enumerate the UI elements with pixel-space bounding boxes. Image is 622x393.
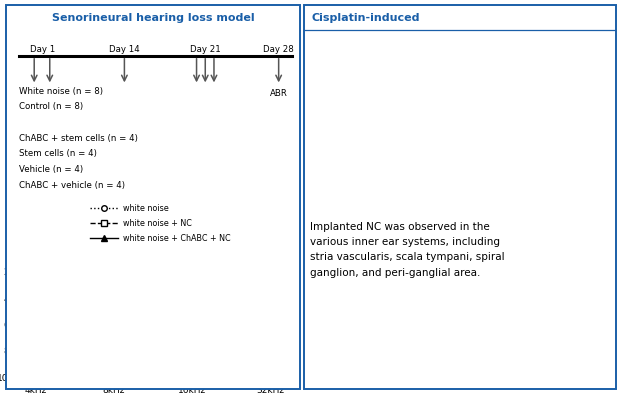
Text: Day 1: Day 1 bbox=[30, 45, 55, 54]
Text: White noise (n = 8): White noise (n = 8) bbox=[19, 87, 103, 96]
Polygon shape bbox=[414, 136, 470, 173]
Bar bbox=[6, 5, 300, 389]
Polygon shape bbox=[415, 47, 499, 110]
Polygon shape bbox=[445, 157, 506, 197]
Polygon shape bbox=[553, 69, 578, 85]
Text: Control (n = 8): Control (n = 8) bbox=[19, 102, 83, 111]
Polygon shape bbox=[347, 66, 375, 83]
Text: 300 μm: 300 μm bbox=[314, 195, 330, 198]
Text: white noise: white noise bbox=[123, 204, 169, 213]
Polygon shape bbox=[445, 44, 481, 67]
Polygon shape bbox=[557, 149, 568, 156]
Polygon shape bbox=[347, 155, 375, 171]
Text: ABR: ABR bbox=[270, 89, 287, 98]
Polygon shape bbox=[573, 157, 583, 164]
Text: Senorineural hearing loss model: Senorineural hearing loss model bbox=[52, 13, 254, 23]
Polygon shape bbox=[516, 48, 574, 84]
Polygon shape bbox=[323, 60, 359, 81]
Text: Stem cells (n = 4): Stem cells (n = 4) bbox=[19, 149, 96, 158]
Polygon shape bbox=[358, 57, 374, 67]
Polygon shape bbox=[324, 164, 348, 178]
Polygon shape bbox=[547, 132, 584, 156]
Polygon shape bbox=[517, 47, 604, 110]
Polygon shape bbox=[564, 142, 574, 149]
Polygon shape bbox=[445, 132, 481, 156]
Bar bbox=[304, 5, 616, 389]
Text: Day 21: Day 21 bbox=[190, 45, 221, 54]
Polygon shape bbox=[323, 149, 359, 169]
Polygon shape bbox=[559, 158, 573, 167]
Polygon shape bbox=[324, 76, 348, 90]
Text: ChABC + vehicle (n = 4): ChABC + vehicle (n = 4) bbox=[19, 181, 124, 190]
Polygon shape bbox=[414, 48, 470, 84]
Polygon shape bbox=[341, 141, 361, 152]
Polygon shape bbox=[516, 136, 574, 173]
Polygon shape bbox=[548, 69, 610, 108]
Polygon shape bbox=[415, 136, 499, 198]
Polygon shape bbox=[517, 136, 604, 198]
Polygon shape bbox=[547, 44, 584, 67]
Text: CXP + NC: CXP + NC bbox=[310, 42, 337, 46]
Text: Day 14: Day 14 bbox=[109, 45, 140, 54]
Polygon shape bbox=[548, 157, 610, 197]
Polygon shape bbox=[341, 52, 361, 64]
Polygon shape bbox=[546, 60, 565, 72]
Text: ChABC + stem cells (n = 4): ChABC + stem cells (n = 4) bbox=[19, 134, 137, 143]
Text: Vehicle (n = 4): Vehicle (n = 4) bbox=[19, 165, 83, 174]
Polygon shape bbox=[445, 69, 506, 108]
Text: Day 28: Day 28 bbox=[263, 45, 294, 54]
Text: white noise + ChABC + NC: white noise + ChABC + NC bbox=[123, 234, 230, 242]
Polygon shape bbox=[562, 152, 579, 162]
Text: Cisplatin-induced: Cisplatin-induced bbox=[311, 13, 419, 23]
Polygon shape bbox=[568, 147, 580, 154]
Text: Implanted NC was observed in the
various inner ear systems, including
stria vasc: Implanted NC was observed in the various… bbox=[310, 222, 504, 277]
Polygon shape bbox=[358, 146, 374, 155]
Text: white noise + NC: white noise + NC bbox=[123, 219, 192, 228]
